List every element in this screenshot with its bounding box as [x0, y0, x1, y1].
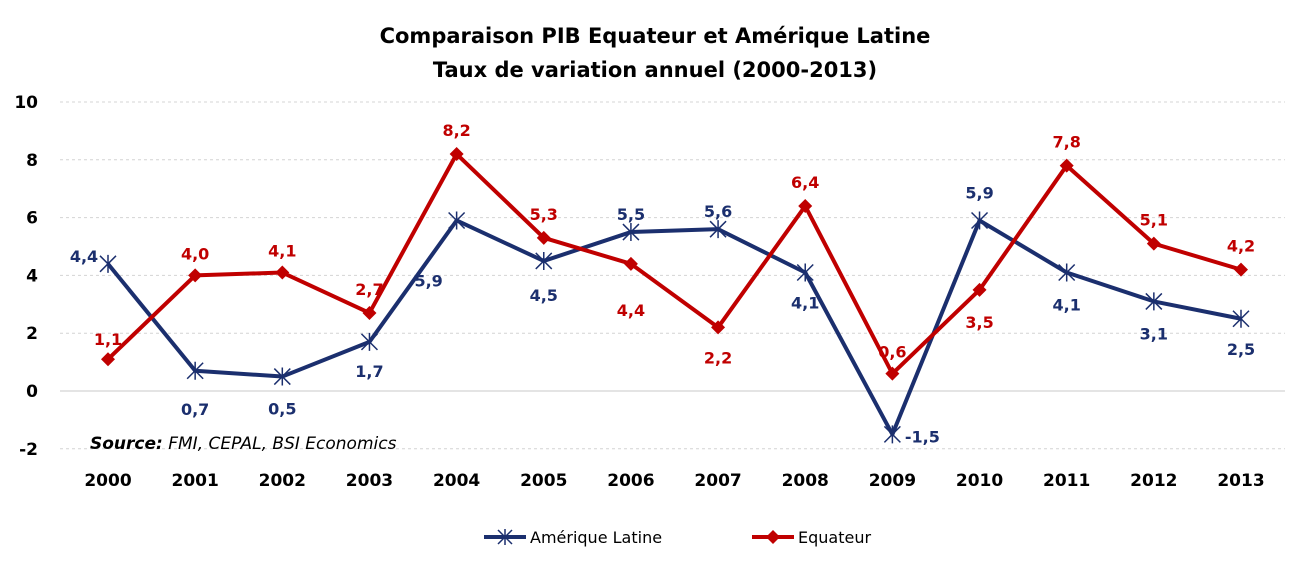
data-point-star	[535, 251, 553, 270]
data-point-diamond	[101, 352, 115, 367]
data-label: 4,2	[1227, 237, 1255, 256]
data-point-diamond	[972, 282, 987, 297]
data-point-star	[448, 211, 466, 230]
data-label: 0,6	[878, 343, 906, 362]
data-point-star	[1145, 292, 1163, 311]
data-label: 2,7	[355, 280, 383, 299]
data-point-diamond	[1234, 262, 1248, 277]
x-tick-label: 2011	[1043, 471, 1090, 491]
data-label: 4,1	[268, 242, 296, 261]
y-tick-label: 2	[26, 324, 38, 344]
x-tick-label: 2003	[346, 471, 393, 491]
data-label: 7,8	[1053, 133, 1081, 152]
data-point-diamond	[275, 265, 290, 280]
data-point-diamond	[1059, 158, 1074, 173]
data-label: 4,4	[70, 247, 98, 266]
data-label: 5,3	[530, 205, 558, 224]
data-label: 8,2	[442, 121, 470, 140]
chart-subtitle: Taux de variation annuel (2000-2013)	[433, 58, 877, 82]
data-label: 5,9	[414, 271, 442, 290]
x-tick-label: 2000	[84, 471, 131, 491]
data-label: 3,5	[965, 313, 993, 332]
data-point-diamond	[711, 320, 726, 335]
y-tick-label: -2	[19, 440, 38, 460]
x-tick-label: 2002	[259, 471, 306, 491]
source-annotation: Source: FMI, CEPAL, BSI Economics	[90, 434, 397, 454]
data-label: 5,6	[704, 202, 732, 221]
series-line	[106, 152, 1242, 376]
data-label: 3,1	[1140, 324, 1168, 343]
data-label: 4,4	[617, 301, 645, 320]
y-tick-label: 6	[26, 209, 38, 229]
data-label: 1,1	[94, 330, 122, 349]
data-point-diamond	[623, 256, 638, 271]
data-label: 4,5	[530, 286, 558, 305]
data-label: 4,0	[181, 244, 209, 263]
series-equateur: 1,1 4,0 4,1 2,7 8,2 5,3 4,4 2,2 6,4 0,6 3,5 7,8 5,1 4…	[94, 121, 1255, 381]
data-label: 5,9	[965, 183, 993, 202]
data-label: 0,7	[181, 400, 209, 419]
data-point-star	[186, 361, 204, 380]
data-point-star	[360, 332, 378, 351]
data-point-diamond	[449, 147, 464, 162]
chart-title: Comparaison PIB Equateur et Amérique Lat…	[380, 24, 931, 48]
data-point-star	[1058, 263, 1076, 282]
x-tick-label: 2005	[520, 471, 567, 491]
data-label: 5,5	[617, 205, 645, 224]
data-point-star	[1232, 309, 1250, 328]
data-point-diamond	[536, 230, 551, 245]
legend-label: Equateur	[798, 528, 871, 547]
data-point-star	[709, 220, 727, 239]
data-label: 1,7	[355, 362, 383, 381]
data-label: -1,5	[905, 427, 940, 446]
legend-diamond-icon	[766, 530, 780, 544]
data-point-diamond	[885, 366, 900, 381]
source-text: FMI, CEPAL, BSI Economics	[163, 434, 397, 454]
legend-item-equateur: Equateur	[752, 528, 871, 547]
data-point-star	[273, 367, 291, 386]
legend-star-icon	[497, 529, 513, 545]
source-label: Source:	[90, 434, 163, 454]
data-label: 4,1	[791, 294, 819, 313]
data-point-star	[99, 254, 117, 273]
data-point-diamond	[362, 305, 377, 320]
y-tick-label: 0	[26, 382, 38, 402]
data-label: 0,5	[268, 400, 296, 419]
x-tick-label: 2001	[171, 471, 218, 491]
legend-label: Amérique Latine	[530, 528, 662, 547]
x-tick-label: 2009	[869, 471, 916, 491]
x-tick-label: 2013	[1217, 471, 1264, 491]
x-tick-label: 2012	[1130, 471, 1177, 491]
y-tick-label: 10	[14, 93, 38, 113]
data-point-diamond	[798, 199, 813, 214]
data-label: 2,2	[704, 348, 732, 367]
x-tick-label: 2008	[782, 471, 829, 491]
data-point-star	[971, 211, 989, 230]
data-point-diamond	[188, 268, 203, 283]
x-tick-label: 2006	[607, 471, 654, 491]
data-label: 4,1	[1053, 296, 1081, 315]
legend-item-amerique-latine: Amérique Latine	[484, 528, 662, 547]
series-line	[106, 218, 1242, 437]
data-label: 2,5	[1227, 340, 1255, 359]
x-tick-label: 2004	[433, 471, 480, 491]
data-point-star	[622, 223, 640, 242]
y-tick-label: 8	[26, 151, 38, 171]
x-tick-label: 2010	[956, 471, 1003, 491]
series-amerique-latine: 4,4 0,7 0,5 1,7 5,9 4,5 5,5 5,6 4,1 -1,5 5,9 4,1 3,1…	[70, 183, 1255, 446]
data-point-star	[796, 263, 814, 282]
data-label: 6,4	[791, 173, 819, 192]
data-point-star	[883, 425, 901, 444]
y-tick-label: 4	[26, 266, 38, 286]
data-label: 5,1	[1140, 211, 1168, 230]
data-point-diamond	[1146, 236, 1161, 251]
x-tick-label: 2007	[694, 471, 741, 491]
